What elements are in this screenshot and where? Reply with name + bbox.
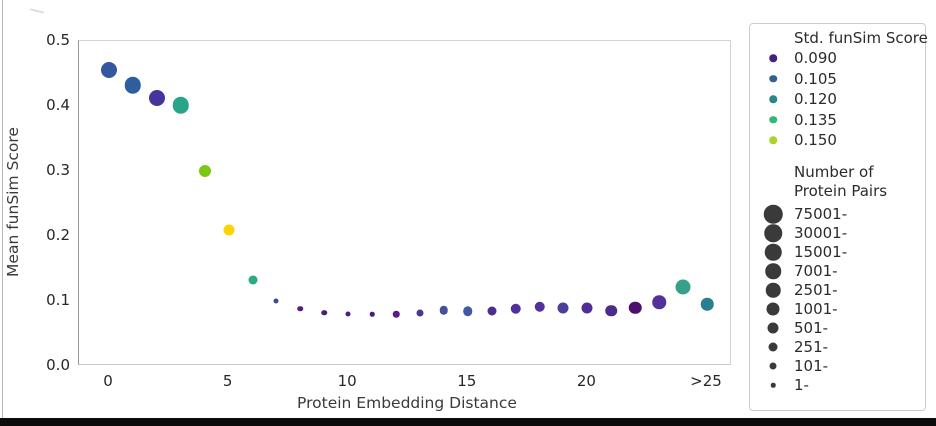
legend-color-dot bbox=[769, 74, 777, 83]
legend-size-dot bbox=[769, 362, 777, 370]
x-tick-label: 10 bbox=[337, 372, 357, 390]
scatter-point bbox=[605, 305, 618, 317]
x-tick-label: 0 bbox=[103, 372, 113, 390]
legend-size-dot bbox=[765, 263, 781, 279]
scatter-point bbox=[675, 279, 691, 295]
scatter-point bbox=[510, 303, 521, 315]
legend-size-label: 101- bbox=[794, 357, 829, 375]
legend-color-dot bbox=[769, 54, 777, 62]
scatter-point bbox=[439, 305, 449, 315]
legend-size-label: 2501- bbox=[794, 281, 838, 299]
window-edge-line bbox=[2, 0, 3, 419]
legend-size-label: 7001- bbox=[794, 262, 838, 280]
legend-color-dot bbox=[769, 95, 777, 103]
legend-size-title-line1: Number of bbox=[794, 163, 874, 181]
scatter-point bbox=[172, 97, 189, 114]
y-tick-label: 0.5 bbox=[46, 31, 70, 49]
x-tick-label: 5 bbox=[222, 372, 233, 390]
scatter-point bbox=[463, 306, 473, 317]
legend-color-label: 0.105 bbox=[794, 69, 837, 88]
legend-size-label: 501- bbox=[794, 319, 829, 337]
scatter-point bbox=[248, 275, 258, 285]
scatter-point bbox=[223, 224, 235, 235]
legend-size-dot bbox=[764, 224, 782, 242]
scatter-point bbox=[345, 311, 351, 317]
legend: Std. funSim Score 0.090 0.105 0.120 0.135 0.… bbox=[749, 23, 928, 411]
legend-size-title-line2: Protein Pairs bbox=[794, 182, 888, 200]
legend-size-dot bbox=[764, 243, 782, 261]
scatter-point bbox=[297, 306, 304, 312]
x-axis-title: Protein Embedding Distance bbox=[297, 394, 517, 412]
legend-size-label: 15001- bbox=[794, 243, 848, 261]
legend-size-dot bbox=[768, 342, 778, 352]
legend-size-label: 30001- bbox=[794, 224, 848, 242]
y-tick-label: 0.0 bbox=[46, 356, 70, 374]
legend-size-dot bbox=[763, 204, 783, 224]
bottom-border-bar bbox=[0, 418, 936, 426]
legend-size-dot bbox=[765, 282, 781, 298]
scatter-point bbox=[628, 301, 642, 314]
x-tick-label: 15 bbox=[457, 372, 477, 390]
scatter-point bbox=[487, 306, 497, 316]
y-tick-label: 0.3 bbox=[46, 161, 70, 179]
legend-color-dot bbox=[769, 136, 777, 145]
x-tick-label: >25 bbox=[690, 372, 722, 390]
scatter-point bbox=[534, 301, 545, 313]
scatter-point bbox=[124, 76, 142, 94]
legend-color-label: 0.135 bbox=[794, 110, 837, 129]
y-axis-title: Mean funSim Score bbox=[4, 127, 22, 277]
scatter-point bbox=[369, 311, 375, 317]
legend-color-title: Std. funSim Score bbox=[794, 29, 928, 47]
scatter-point bbox=[392, 310, 400, 318]
scatter-point bbox=[198, 165, 211, 177]
legend-size-dot bbox=[767, 322, 779, 334]
legend-size-dot bbox=[766, 302, 780, 316]
scatter-point bbox=[581, 302, 593, 313]
scatter-point bbox=[416, 309, 424, 317]
legend-size-label: 75001- bbox=[794, 205, 848, 223]
scatter-point bbox=[148, 90, 165, 107]
plot-area bbox=[78, 40, 731, 365]
legend-color-label: 0.150 bbox=[794, 131, 837, 150]
x-tick-label: 20 bbox=[576, 372, 596, 390]
legend-color-dot bbox=[769, 116, 777, 124]
y-tick-label: 0.4 bbox=[46, 96, 70, 114]
scatter-point bbox=[557, 302, 569, 313]
legend-size-dot bbox=[770, 382, 776, 388]
scatter-point bbox=[700, 298, 714, 311]
scatter-point bbox=[101, 62, 117, 79]
screenshot-artifact bbox=[29, 8, 45, 14]
legend-color-label: 0.120 bbox=[794, 90, 837, 109]
legend-color-label: 0.090 bbox=[794, 49, 837, 67]
scatter-point bbox=[652, 295, 666, 310]
legend-size-label: 251- bbox=[794, 338, 829, 356]
legend-size-label: 1- bbox=[794, 376, 809, 394]
scatter-point bbox=[273, 298, 279, 304]
legend-size-label: 1001- bbox=[794, 300, 838, 318]
y-tick-label: 0.2 bbox=[46, 226, 70, 244]
scatter-point bbox=[321, 309, 328, 316]
y-tick-label: 0.1 bbox=[46, 291, 70, 309]
